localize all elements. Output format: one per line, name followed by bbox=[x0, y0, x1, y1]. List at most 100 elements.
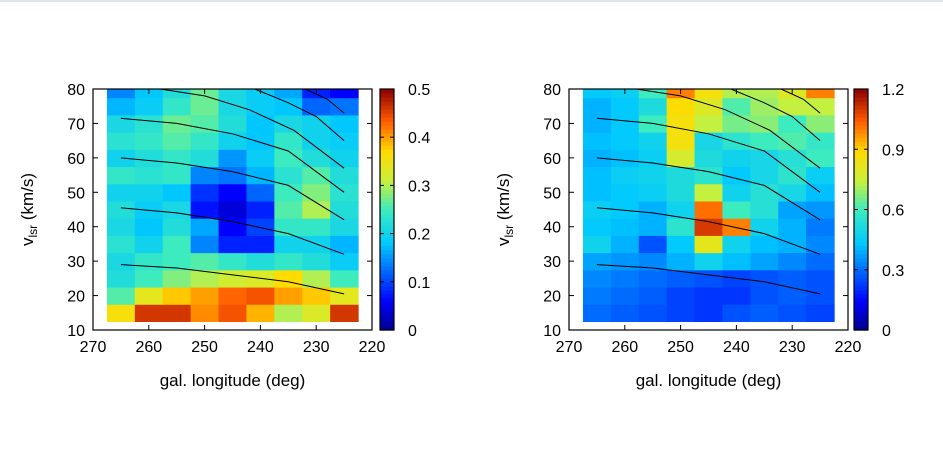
model-curve bbox=[635, 88, 821, 169]
heatmap-cell bbox=[638, 200, 668, 219]
colorbar-segment bbox=[854, 185, 868, 191]
y-axis-label-unit: (km/s) bbox=[18, 173, 37, 225]
heatmap-cell bbox=[666, 252, 696, 271]
colorbar-segment bbox=[854, 157, 868, 162]
heatmap-cell bbox=[106, 97, 136, 116]
heatmap-cell bbox=[722, 218, 751, 236]
heatmap-panel-2: 270 260 250 240 230 220 10 20 30 40 50 60 70 80 gal. l… bbox=[494, 82, 904, 390]
heatmap-cell bbox=[806, 132, 835, 150]
colorbar-segment bbox=[854, 277, 868, 283]
colorbar-segment bbox=[380, 221, 394, 227]
colorbar-segment bbox=[854, 245, 868, 251]
heatmap-cell bbox=[694, 252, 724, 271]
heatmap-cell bbox=[666, 218, 696, 236]
heatmap-cell bbox=[134, 166, 164, 185]
heatmap-cell bbox=[778, 149, 807, 168]
y-tick-label: 70 bbox=[543, 116, 561, 133]
heatmap-cell bbox=[806, 149, 835, 168]
colorbar-segment bbox=[380, 133, 394, 138]
colorbar-segment bbox=[380, 153, 394, 158]
heatmap-cell bbox=[778, 269, 807, 288]
heatmap-cell bbox=[246, 183, 275, 202]
heatmap-cell bbox=[638, 304, 668, 322]
colorbar-segment bbox=[854, 325, 868, 331]
heatmap-cell bbox=[274, 218, 303, 236]
heatmap-cell bbox=[806, 218, 835, 236]
colorbar-segment bbox=[854, 133, 868, 138]
colorbar-segment bbox=[854, 169, 868, 174]
y-tick-label: 30 bbox=[67, 254, 85, 271]
colorbar-segment bbox=[380, 141, 394, 146]
colorbar-segment bbox=[854, 137, 868, 142]
heatmap-cell bbox=[666, 235, 696, 254]
heatmap-cell bbox=[218, 304, 248, 322]
heatmap-cell bbox=[722, 252, 751, 271]
heatmap-cell bbox=[274, 304, 303, 322]
colorbar-segment bbox=[854, 313, 868, 319]
heatmap-cell bbox=[666, 269, 696, 288]
colorbar-segment bbox=[854, 221, 868, 227]
colorbar-segment bbox=[854, 265, 868, 271]
heatmap-cell bbox=[106, 132, 136, 150]
x-tick-label: 230 bbox=[779, 339, 806, 356]
colorbar-segment bbox=[854, 177, 868, 182]
heatmap-cell bbox=[778, 304, 807, 322]
colorbar-segment bbox=[380, 277, 394, 283]
colorbar-segment bbox=[854, 217, 868, 223]
colorbar-segment bbox=[380, 233, 394, 239]
colorbar-segment bbox=[380, 225, 394, 231]
heatmap-cell bbox=[218, 149, 248, 168]
heatmap-cell bbox=[302, 149, 331, 168]
heatmap-cell bbox=[246, 149, 275, 168]
colorbar-segment bbox=[380, 309, 394, 315]
heatmap-cell bbox=[806, 286, 835, 305]
colorbar-segment bbox=[380, 305, 394, 311]
heatmap-cell bbox=[246, 97, 275, 116]
heatmap-cell bbox=[162, 166, 192, 185]
heatmap-cell bbox=[638, 252, 668, 271]
heatmap-cell bbox=[582, 235, 612, 254]
y-tick-label: 80 bbox=[67, 82, 85, 99]
colorbar-segment bbox=[380, 313, 394, 319]
heatmap-cell bbox=[274, 166, 303, 185]
colorbar-segment bbox=[380, 101, 394, 106]
heatmap-cell bbox=[330, 97, 359, 116]
model-curve bbox=[596, 117, 821, 193]
heatmap-cell bbox=[750, 149, 779, 168]
heatmap-cell bbox=[666, 304, 696, 322]
heatmap-cell bbox=[302, 97, 331, 116]
heatmap-cell bbox=[218, 183, 248, 202]
colorbar-segment bbox=[380, 149, 394, 154]
heatmap-cell bbox=[134, 304, 164, 322]
heatmap-cell bbox=[330, 149, 359, 168]
heatmap-cell bbox=[582, 183, 612, 202]
heatmap-cell bbox=[806, 97, 835, 116]
colorbar-segment bbox=[854, 229, 868, 235]
model-curve bbox=[120, 207, 345, 255]
model-curve bbox=[304, 88, 345, 114]
heatmap-cell bbox=[106, 235, 136, 254]
x-tick-label: 240 bbox=[247, 339, 274, 356]
colorbar-segment bbox=[854, 97, 868, 102]
colorbar-segment bbox=[854, 289, 868, 295]
heatmap-cell bbox=[694, 114, 724, 133]
colorbar-segment bbox=[854, 173, 868, 178]
heatmap-cell bbox=[246, 286, 275, 305]
heatmap-cell bbox=[694, 89, 724, 99]
heatmap-cell bbox=[218, 269, 248, 288]
colorbar-segment bbox=[380, 173, 394, 178]
heatmap-cell bbox=[694, 97, 724, 116]
heatmap-cell bbox=[722, 114, 751, 133]
heatmap-cell bbox=[666, 200, 696, 219]
colorbar-segment bbox=[854, 281, 868, 287]
heatmap-cell bbox=[302, 252, 331, 271]
heatmap-cell bbox=[666, 149, 696, 168]
heatmap-cell bbox=[106, 183, 136, 202]
heatmap-cell bbox=[330, 200, 359, 219]
colorbar-segment bbox=[380, 237, 394, 243]
colorbar-segment bbox=[854, 153, 868, 158]
colorbar-segment bbox=[380, 145, 394, 150]
heatmap-cell bbox=[190, 235, 220, 254]
colorbar-segment bbox=[854, 149, 868, 154]
heatmap-cell bbox=[274, 97, 303, 116]
